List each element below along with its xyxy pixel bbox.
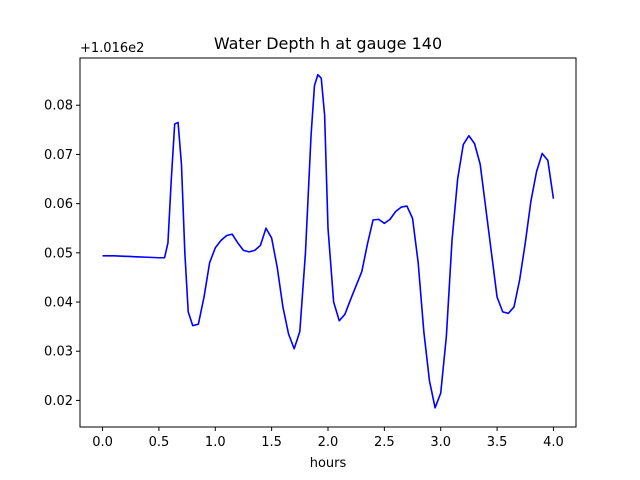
- series-line-0: [102, 73, 555, 409]
- axes-frame: [79, 57, 577, 428]
- x-axis-ticks: 0.0 0.5 1.0 1.5 2.0 2.5 3.0 3.5 4.0: [92, 427, 564, 450]
- x-tick-label: 0.0: [92, 435, 113, 450]
- x-tick-label: 1.0: [205, 435, 226, 450]
- y-tick-label: 0.05: [44, 246, 73, 261]
- y-axis-ticks: 0.02 0.03 0.04 0.05 0.06 0.07 0.08: [44, 99, 80, 409]
- x-axis-label: hours: [310, 456, 347, 471]
- chart-title: Water Depth h at gauge 140: [214, 34, 442, 53]
- y-tick-label: 0.02: [44, 394, 73, 409]
- x-tick-label: 1.5: [261, 435, 282, 450]
- y-tick-label: 0.08: [44, 99, 73, 114]
- x-tick-label: 2.0: [318, 435, 339, 450]
- y-tick-label: 0.04: [44, 296, 73, 311]
- plot-area: [79, 57, 577, 428]
- x-tick-label: 3.5: [487, 435, 508, 450]
- y-tick-label: 0.06: [44, 197, 73, 212]
- y-offset-label: +1.016e2: [80, 41, 144, 56]
- y-tick-label: 0.03: [44, 345, 73, 360]
- x-tick-label: 4.0: [543, 435, 564, 450]
- x-tick-label: 0.5: [149, 435, 170, 450]
- x-tick-label: 3.0: [430, 435, 451, 450]
- x-tick-label: 2.5: [374, 435, 395, 450]
- y-tick-label: 0.07: [44, 148, 73, 163]
